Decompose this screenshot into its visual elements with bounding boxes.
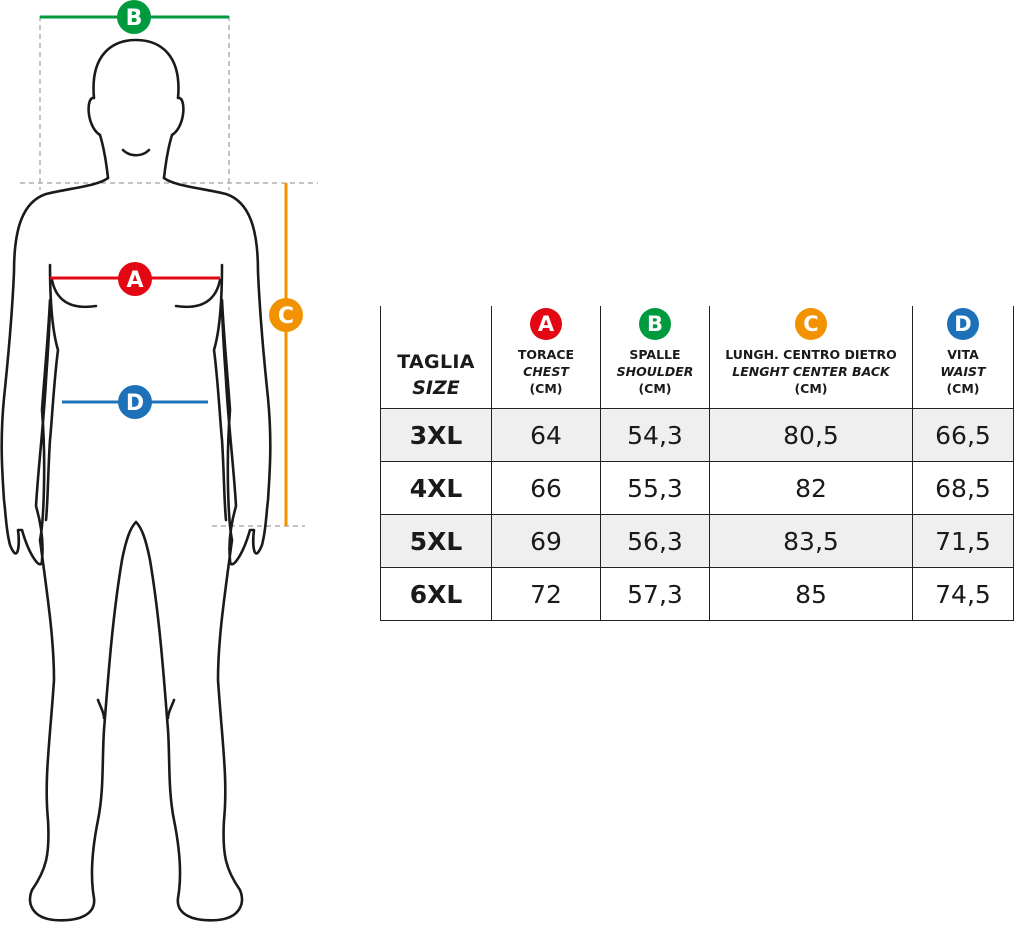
back-length-header-unit: (CM): [794, 380, 828, 396]
chest-cell: 66: [491, 461, 601, 515]
size-header-sub: SIZE: [412, 377, 460, 399]
table-row: 5XL 69 56,3 83,5 71,5: [380, 514, 1014, 568]
body-outline: [0, 38, 272, 922]
marker-b-label: B: [126, 6, 143, 31]
shoulder-cell: 55,3: [600, 461, 710, 515]
back-length-cell: 82: [709, 461, 913, 515]
measure-line-c: C: [269, 183, 303, 526]
measure-line-b: B: [40, 0, 229, 34]
guide-lines: [20, 16, 318, 527]
waist-cell: 68,5: [912, 461, 1014, 515]
size-cell: 3XL: [380, 408, 492, 462]
size-cell: 4XL: [380, 461, 492, 515]
back-length-cell: 83,5: [709, 514, 913, 568]
shoulder-cell: 56,3: [600, 514, 710, 568]
waist-header-it: VITA: [947, 346, 979, 362]
table-row: 3XL 64 54,3 80,5 66,5: [380, 408, 1014, 462]
back-length-cell: 85: [709, 567, 913, 621]
waist-column-header: D VITA WAIST (CM): [912, 306, 1014, 409]
body-measurement-diagram: B A D C: [0, 0, 318, 922]
measure-line-a: A: [50, 262, 220, 296]
chest-column-header: A TORACE CHEST (CM): [491, 306, 601, 409]
chest-header-en: CHEST: [523, 363, 569, 379]
table-row: 6XL 72 57,3 85 74,5: [380, 567, 1014, 621]
marker-d-label: D: [126, 391, 144, 416]
waist-cell: 66,5: [912, 408, 1014, 462]
shoulder-column-header: B SPALLE SHOULDER (CM): [600, 306, 710, 409]
size-table: TAGLIA SIZE A TORACE CHEST (CM) B SPALLE…: [380, 306, 1014, 621]
marker-c-label: C: [278, 304, 294, 329]
size-cell: 5XL: [380, 514, 492, 568]
waist-header-en: WAIST: [940, 363, 986, 379]
table-row: 4XL 66 55,3 82 68,5: [380, 461, 1014, 515]
measure-line-d: D: [62, 385, 208, 419]
chest-marker-badge: A: [530, 307, 562, 340]
shoulder-header-unit: (CM): [638, 380, 672, 396]
chest-header-it: TORACE: [517, 346, 575, 362]
shoulder-marker-badge: B: [639, 307, 671, 340]
size-cell: 6XL: [380, 567, 492, 621]
chest-cell: 72: [491, 567, 601, 621]
shoulder-header-en: SHOULDER: [616, 363, 694, 379]
shoulder-cell: 54,3: [600, 408, 710, 462]
chest-cell: 64: [491, 408, 601, 462]
chest-cell: 69: [491, 514, 601, 568]
waist-cell: 74,5: [912, 567, 1014, 621]
marker-a-label: A: [126, 268, 143, 293]
back-length-marker-badge: C: [795, 307, 827, 340]
shoulder-header-it: SPALLE: [629, 346, 681, 362]
waist-cell: 71,5: [912, 514, 1014, 568]
size-column-header: TAGLIA SIZE: [380, 306, 492, 409]
back-length-column-header: C LUNGH. CENTRO DIETRO LENGHT CENTER BAC…: [709, 306, 913, 409]
chest-header-unit: (CM): [529, 380, 563, 396]
size-header-main: TAGLIA: [397, 351, 475, 373]
shoulder-cell: 57,3: [600, 567, 710, 621]
back-length-cell: 80,5: [709, 408, 913, 462]
waist-marker-badge: D: [947, 307, 979, 340]
table-header-row: TAGLIA SIZE A TORACE CHEST (CM) B SPALLE…: [380, 306, 1014, 409]
back-length-header-it: LUNGH. CENTRO DIETRO: [725, 346, 897, 362]
back-length-header-en: LENGHT CENTER BACK: [732, 363, 890, 379]
waist-header-unit: (CM): [946, 380, 980, 396]
